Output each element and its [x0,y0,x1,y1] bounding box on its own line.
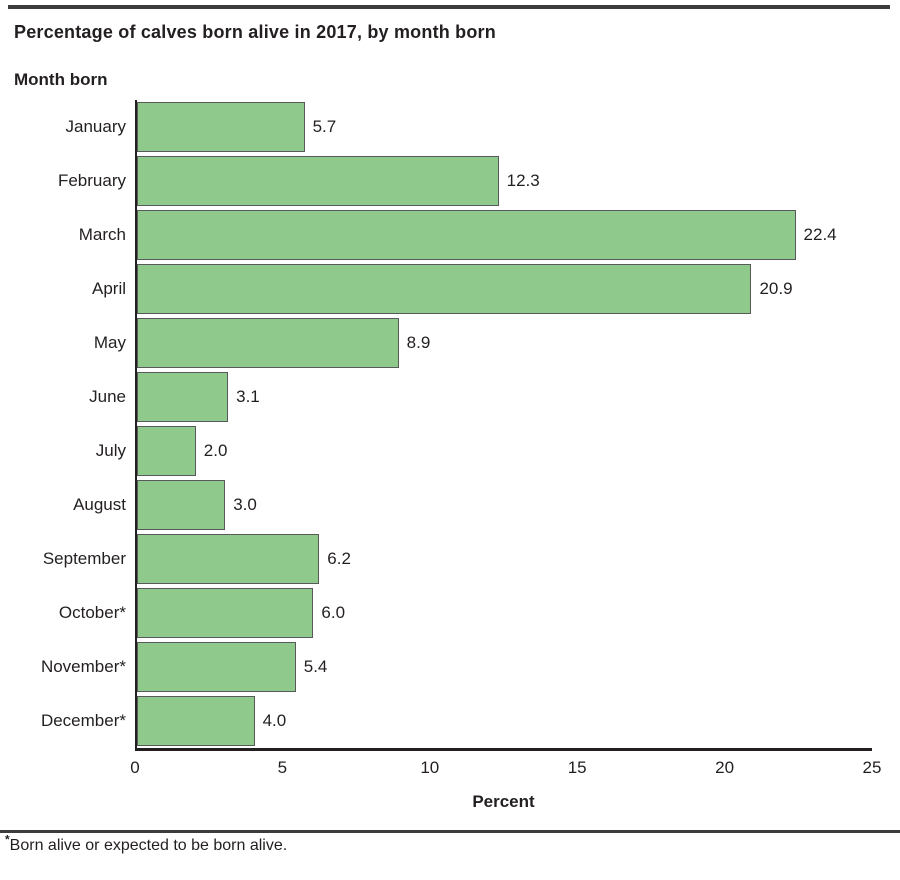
bar-value-label: 2.0 [203,441,228,460]
bar-row: 4.0 [137,694,872,748]
bar [137,372,229,422]
bar-row: 3.0 [137,478,872,532]
bar-row: 20.9 [137,262,872,316]
y-axis-title: Month born [14,70,108,89]
bar [137,642,296,692]
bar-row: 22.4 [137,208,872,262]
bar-row: 5.7 [137,100,872,154]
bar-value-label: 22.4 [803,225,837,244]
bar [137,318,399,368]
bar-row: 2.0 [137,424,872,478]
bar-value-label: 3.1 [236,387,260,406]
bar-value-label: 20.9 [759,279,793,298]
bar [137,102,305,152]
bar [137,210,796,260]
bar-value-label: 8.9 [406,333,431,352]
footnote-text: Born alive or expected to be born alive. [9,837,288,854]
bar [137,426,196,476]
bar-value-label: 6.0 [321,603,346,622]
x-axis-ticks: 0 5 10 15 20 25 [130,758,881,780]
bar-row: 5.4 [137,640,872,694]
x-tick-label: 20 [715,758,735,777]
bar [137,534,320,584]
x-axis-title: Percent [472,792,535,811]
bar [137,480,226,530]
bar-label: June [89,387,126,406]
bar-label: April [91,279,126,298]
bar-value-label: 5.4 [303,657,328,676]
bar-row: 8.9 [137,316,872,370]
bar-label: October* [58,603,126,622]
bar-label: January [65,117,126,136]
x-tick-label: 5 [277,758,288,777]
bar [137,264,752,314]
bar-label: March [78,225,126,244]
bar-value-label: 5.7 [312,117,337,136]
bar-value-label: 4.0 [262,711,287,730]
bar-chart: January February March April May June July Augu… [0,100,872,751]
x-tick-label: 15 [567,758,587,777]
bar-value-label: 12.3 [506,171,540,190]
bar [137,156,499,206]
chart-title: Percentage of calves born alive in 2017,… [14,22,496,42]
footnote: *Born alive or expected to be born alive… [5,834,900,855]
bar-row: 3.1 [137,370,872,424]
top-rule [8,5,890,9]
footnote-rule [0,830,900,833]
plot-area: 5.7 12.3 22.4 20.9 8.9 3.1 2.0 3.0 6.2 6.0 5.4 4.0 [135,100,872,751]
x-tick-label: 25 [862,758,882,777]
bar [137,696,255,746]
x-tick-label: 10 [420,758,440,777]
x-tick-label: 0 [130,758,140,777]
bar-label: February [57,171,126,190]
bar-label: August [73,495,126,514]
bar-label: September [42,549,126,568]
bar-label: December* [40,711,126,730]
bar-label: July [95,441,126,460]
bar-row: 12.3 [137,154,872,208]
y-labels-column: January February March April May June July Augu… [0,100,135,751]
footnote-asterisk: * [5,832,10,847]
bar-label: November* [40,657,126,676]
bar-value-label: 6.2 [327,549,351,568]
bar-value-label: 3.0 [233,495,257,514]
bar-label: May [93,333,126,352]
bar-row: 6.2 [137,532,872,586]
bar-row: 6.0 [137,586,872,640]
bar [137,588,314,638]
